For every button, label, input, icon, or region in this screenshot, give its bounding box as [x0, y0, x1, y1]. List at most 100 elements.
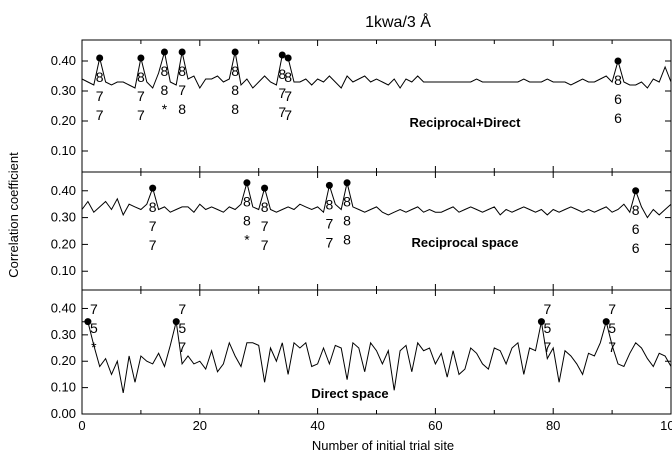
peak-label: 7 [96, 88, 104, 104]
y-tick-label: 0.20 [51, 113, 76, 128]
peak-label: 8 [343, 213, 351, 229]
peak-label: 5 [544, 320, 552, 336]
peak-label: 8 [343, 232, 351, 248]
peak-marker [343, 179, 351, 187]
peak-marker [84, 318, 92, 326]
peak-label: 8 [284, 69, 292, 85]
peak-marker [160, 48, 168, 56]
peak-label: 7 [284, 88, 292, 104]
series-line [81, 180, 672, 219]
peak-marker [96, 54, 104, 62]
y-tick-label: 0.20 [51, 236, 76, 251]
peak-label: 8 [161, 63, 169, 79]
y-tick-label: 0.10 [51, 380, 76, 395]
peak-label: 5 [90, 320, 98, 336]
x-tick-label: 0 [78, 418, 85, 433]
peak-marker [149, 184, 157, 192]
peak-label: 8 [278, 66, 286, 82]
peak-label: 8 [96, 69, 104, 85]
peak-label: 7 [284, 107, 292, 123]
peak-marker [243, 179, 251, 187]
peak-label: 8 [261, 199, 269, 215]
peak-marker [178, 48, 186, 56]
y-tick-label: 0.10 [51, 143, 76, 158]
peak-label: 6 [614, 110, 622, 126]
x-axis-title: Number of initial trial site [312, 438, 454, 453]
peak-label: 8 [178, 63, 186, 79]
peak-label: 7 [261, 237, 269, 253]
x-tick-label: 80 [546, 418, 560, 433]
peak-label: 7 [325, 215, 333, 231]
panel-frame [81, 171, 672, 291]
y-tick-label: 0.40 [51, 53, 76, 68]
peak-label: 8 [161, 82, 169, 98]
peak-label: 8 [343, 194, 351, 210]
peak-marker [278, 51, 286, 59]
peak-label: 8 [178, 101, 186, 117]
peak-label: 8 [325, 196, 333, 212]
peak-marker [284, 54, 292, 62]
peak-label: 7 [96, 107, 104, 123]
peak-label: 7 [137, 88, 145, 104]
peak-marker [537, 318, 545, 326]
peak-marker [325, 181, 333, 189]
y-tick-label: 0.30 [51, 210, 76, 225]
chart-title: 1kwa/3 Å [365, 12, 431, 31]
panel-frame [81, 39, 672, 173]
panel-3: 0.40 0.30 0.20 0.10 0.00 7 5 * 7 5 7 7 5 7 7 5 7 Direct s… [51, 289, 672, 433]
peak-label: * [244, 232, 250, 248]
plot-area: 0.400.300.200.1087787788*878888877877866… [51, 39, 672, 433]
peak-label: 7 [278, 104, 286, 120]
y-axis-title: Correlation coefficient [6, 152, 21, 278]
peak-marker [172, 318, 180, 326]
peak-label: 8 [231, 63, 239, 79]
peak-label: 8 [614, 72, 622, 88]
peak-label: 6 [632, 240, 640, 256]
y-tick-label: 0.10 [51, 263, 76, 278]
peak-label: 7 [178, 339, 186, 355]
peak-marker [231, 48, 239, 56]
peak-label: 7 [544, 339, 552, 355]
peak-label: 7 [608, 339, 616, 355]
y-tick-label: 0.30 [51, 327, 76, 342]
x-tick-label: 60 [428, 418, 442, 433]
peak-marker [137, 54, 145, 62]
peak-label: 7 [149, 218, 157, 234]
peak-label: 6 [632, 221, 640, 237]
peak-label: 8 [632, 202, 640, 218]
x-tick-label: 40 [310, 418, 324, 433]
peak-label: 8 [231, 82, 239, 98]
peak-label: 7 [137, 107, 145, 123]
peak-label: 7 [178, 82, 186, 98]
panel-label: Reciprocal space [412, 235, 519, 250]
peak-label: 6 [614, 91, 622, 107]
peak-label: 7 [261, 218, 269, 234]
peak-label: 8 [243, 194, 251, 210]
panel-2: 0.400.300.200.1087788*877877888866Recipr… [51, 171, 672, 291]
peak-marker [602, 318, 610, 326]
peak-label: 7 [544, 301, 552, 317]
x-tick-label: 100 [660, 418, 672, 433]
peak-label: 7 [90, 301, 98, 317]
y-tick-label: 0.20 [51, 353, 76, 368]
peak-label: 8 [149, 199, 157, 215]
peak-label: 8 [231, 101, 239, 117]
peak-marker [632, 187, 640, 195]
peak-label: 8 [137, 69, 145, 85]
peak-label: 5 [608, 320, 616, 336]
panel-label: Reciprocal+Direct [410, 115, 522, 130]
series-line [81, 51, 672, 90]
peak-label: 7 [178, 301, 186, 317]
y-tick-label: 0.40 [51, 300, 76, 315]
x-tick-label: 20 [193, 418, 207, 433]
peak-label: 5 [178, 320, 186, 336]
peak-label: 7 [278, 85, 286, 101]
peak-label: 8 [243, 213, 251, 229]
y-tick-label: 0.30 [51, 83, 76, 98]
peak-marker [261, 184, 269, 192]
y-tick-label: 0.40 [51, 183, 76, 198]
peak-marker [614, 57, 622, 65]
panel-1: 0.400.300.200.1087787788*878888877877866… [51, 39, 672, 173]
peak-label: * [91, 339, 97, 355]
